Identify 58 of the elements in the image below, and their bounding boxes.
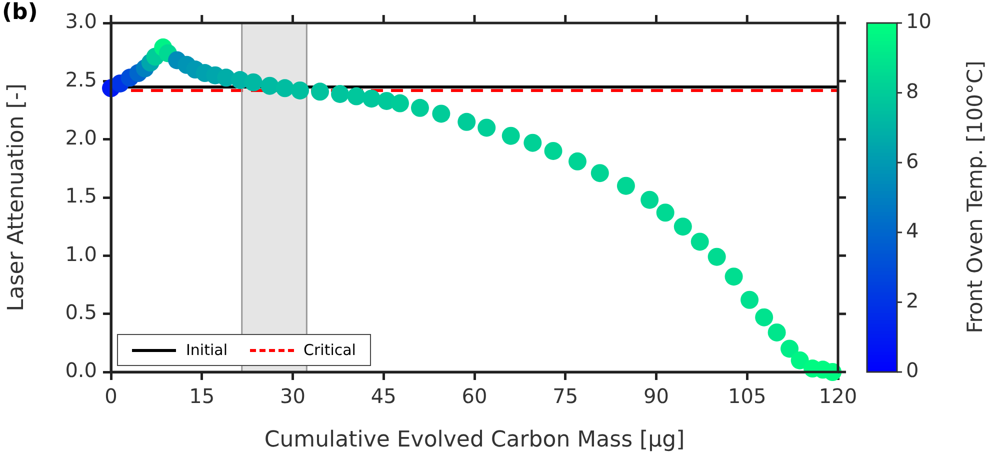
point [544, 142, 562, 160]
x-tick-label: 60 [462, 384, 488, 408]
y-tick-label: 2.5 [65, 67, 97, 92]
point [458, 112, 476, 131]
point [331, 84, 350, 103]
point [790, 351, 809, 370]
point [724, 268, 743, 286]
point [656, 204, 674, 222]
point [568, 152, 586, 170]
y-tick-label: 2.0 [65, 126, 97, 150]
point [432, 104, 450, 123]
point [244, 73, 262, 92]
point [524, 134, 542, 152]
x-tick-label: 105 [728, 384, 766, 408]
color-bar-title: Front Oven Temp. [100°C] [963, 60, 987, 334]
y-tick-label: 3.0 [65, 9, 97, 34]
point [260, 76, 279, 95]
point [362, 90, 381, 108]
y-tick-label: 0.5 [65, 300, 97, 324]
point [755, 308, 774, 326]
point [590, 164, 609, 182]
x-tick-label: 75 [552, 384, 578, 408]
point [690, 232, 709, 251]
point [276, 79, 294, 98]
color-bar-label: 6 [906, 148, 919, 173]
point [502, 126, 520, 145]
point [740, 290, 759, 309]
point [311, 82, 330, 101]
point [674, 218, 692, 236]
point [390, 94, 409, 112]
y-axis-title: Laser Attenuation [-] [4, 84, 29, 312]
color-bar-label: 0 [906, 358, 919, 382]
point [708, 248, 726, 266]
point [640, 190, 659, 209]
x-tick-label: 90 [644, 384, 669, 408]
x-tick-label: 15 [189, 384, 215, 408]
y-tick-label: 1.5 [65, 184, 97, 208]
legend-label: Initial [186, 341, 228, 359]
x-tick-label: 120 [818, 384, 858, 408]
color-bar-label: 4 [906, 218, 919, 243]
color-bar-label: 8 [906, 79, 919, 104]
color-bar-label: 2 [906, 288, 919, 312]
text: (b) [2, 0, 38, 25]
y-tick-label: 1.0 [65, 242, 97, 266]
x-tick-label: 45 [370, 384, 396, 408]
y-tick-label: 0.0 [65, 358, 97, 382]
point [478, 118, 496, 137]
x-axis-title: Cumulative Evolved Carbon Mass [µg] [264, 428, 685, 453]
point [410, 98, 429, 117]
x-tick-label: 0 [104, 384, 118, 408]
color-bar-label: 10 [906, 9, 932, 34]
point [780, 340, 799, 358]
legend-label: Critical [304, 341, 356, 359]
point [291, 81, 310, 100]
point [616, 176, 635, 195]
x-tick-label: 30 [280, 384, 306, 408]
point [347, 87, 366, 106]
point [768, 323, 786, 342]
